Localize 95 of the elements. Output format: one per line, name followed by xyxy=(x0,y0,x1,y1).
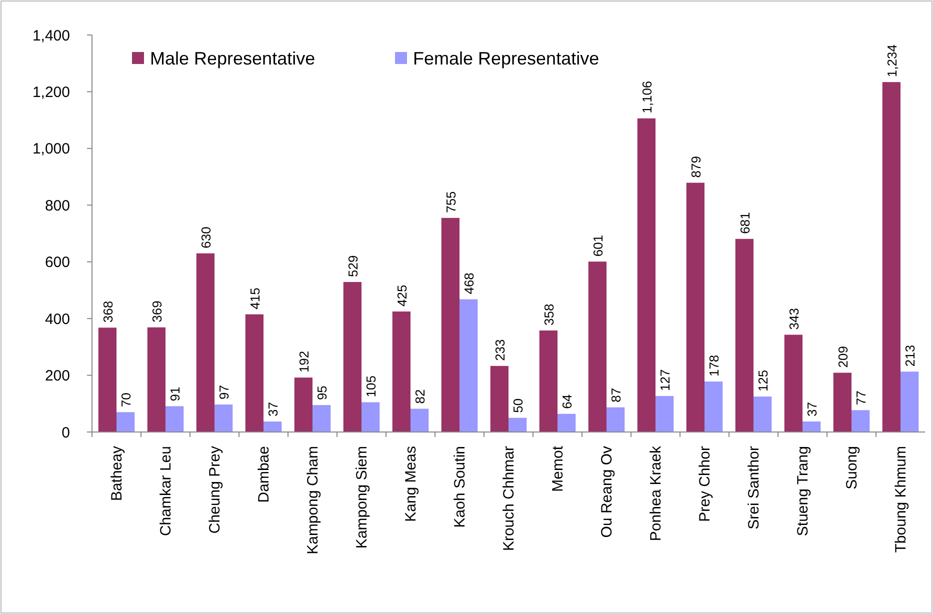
bar xyxy=(802,422,821,432)
x-tick-label: Tboung Khmum xyxy=(892,446,910,553)
bar xyxy=(441,218,460,432)
bar xyxy=(686,182,704,432)
data-label: 468 xyxy=(462,272,477,294)
data-label: 879 xyxy=(688,156,704,178)
x-tick-label: Kang Meas xyxy=(402,446,420,522)
data-label: 97 xyxy=(216,385,232,400)
x-tick-label: Kampong Siem xyxy=(354,446,370,549)
bar xyxy=(343,282,362,432)
x-tick-label: Ponhea Kraek xyxy=(648,446,664,542)
bar xyxy=(606,407,625,432)
data-label: 209 xyxy=(835,346,850,368)
bar xyxy=(656,396,674,432)
legend-label: Female Representative xyxy=(413,48,600,68)
data-label: 82 xyxy=(412,389,428,404)
x-tick-label: Suong xyxy=(844,446,860,490)
y-tick-label: 800 xyxy=(44,197,70,214)
bar xyxy=(784,334,802,432)
data-label: 425 xyxy=(394,284,410,306)
bar xyxy=(754,396,772,432)
x-tick-label: Dambae xyxy=(256,446,272,503)
data-label: 91 xyxy=(168,386,183,402)
bar xyxy=(900,372,919,432)
bar xyxy=(245,314,264,432)
data-label: 369 xyxy=(149,300,164,322)
x-tick-label: Kampong Cham xyxy=(304,446,322,554)
bar xyxy=(882,82,900,432)
bar xyxy=(833,372,852,432)
data-label: 343 xyxy=(786,308,802,330)
bar xyxy=(362,402,380,432)
data-label: 358 xyxy=(541,304,556,326)
data-label: 70 xyxy=(118,392,134,408)
bar xyxy=(735,238,754,432)
data-label: 37 xyxy=(266,402,281,417)
x-tick-label: Srei Santhor xyxy=(746,446,762,530)
bar xyxy=(392,311,410,432)
x-tick-label: Memot xyxy=(550,445,566,492)
bar xyxy=(460,299,478,432)
data-label: 178 xyxy=(706,354,722,377)
bar xyxy=(539,330,558,432)
data-label: 601 xyxy=(590,234,606,257)
y-tick-label: 200 xyxy=(44,368,70,385)
x-tick-label: Prey Chhor xyxy=(696,446,714,522)
y-tick-label: 1,200 xyxy=(32,84,70,101)
bar xyxy=(214,404,233,432)
x-tick-label: Chamkar Leu xyxy=(158,446,174,536)
x-tick-label: Stueng Trang xyxy=(794,446,812,536)
data-label: 368 xyxy=(100,300,116,323)
data-label: 681 xyxy=(737,212,752,234)
data-label: 192 xyxy=(296,350,312,373)
y-tick-label: 600 xyxy=(44,254,70,272)
data-label: 1,106 xyxy=(639,80,654,114)
bar xyxy=(588,262,606,432)
data-label: 87 xyxy=(608,388,624,402)
bar xyxy=(558,414,576,432)
bar xyxy=(116,412,135,432)
data-label: 37 xyxy=(804,402,820,417)
data-label: 415 xyxy=(247,288,262,310)
data-label: 233 xyxy=(492,339,508,361)
y-tick-label: 0 xyxy=(62,424,70,442)
y-tick-label: 1,400 xyxy=(32,27,70,44)
y-tick-label: 400 xyxy=(44,310,70,328)
bar xyxy=(637,118,656,432)
data-label: 213 xyxy=(902,344,918,367)
data-label: 95 xyxy=(314,386,330,400)
data-label: 125 xyxy=(756,370,771,392)
data-label: 105 xyxy=(364,376,379,398)
bar xyxy=(508,418,527,432)
bar xyxy=(490,366,508,432)
data-label: 1,234 xyxy=(884,44,900,78)
bar xyxy=(166,406,184,432)
bar xyxy=(410,408,429,432)
data-label: 77 xyxy=(854,390,869,406)
y-tick-label: 1,000 xyxy=(32,140,70,158)
x-tick-label: Cheung Prey xyxy=(206,446,224,534)
x-tick-label: Krouch Chhmar xyxy=(500,446,518,552)
x-tick-label: Ou Reang Ov xyxy=(598,446,616,538)
x-tick-label: Kaoh Soutin xyxy=(452,446,468,528)
legend-label: Male Representative xyxy=(150,48,316,68)
data-label: 529 xyxy=(345,255,360,277)
bar xyxy=(312,405,331,432)
data-label: 50 xyxy=(510,398,526,413)
bar xyxy=(294,378,312,432)
data-label: 127 xyxy=(658,369,673,391)
data-label: 755 xyxy=(443,191,458,213)
bar xyxy=(704,382,723,432)
bar xyxy=(852,410,870,432)
bar xyxy=(147,327,166,432)
bar xyxy=(264,422,282,432)
bar xyxy=(98,328,116,432)
x-tick-label: Batheay xyxy=(108,446,126,502)
data-label: 64 xyxy=(560,394,575,409)
data-label: 630 xyxy=(198,226,214,248)
bar xyxy=(196,253,214,432)
